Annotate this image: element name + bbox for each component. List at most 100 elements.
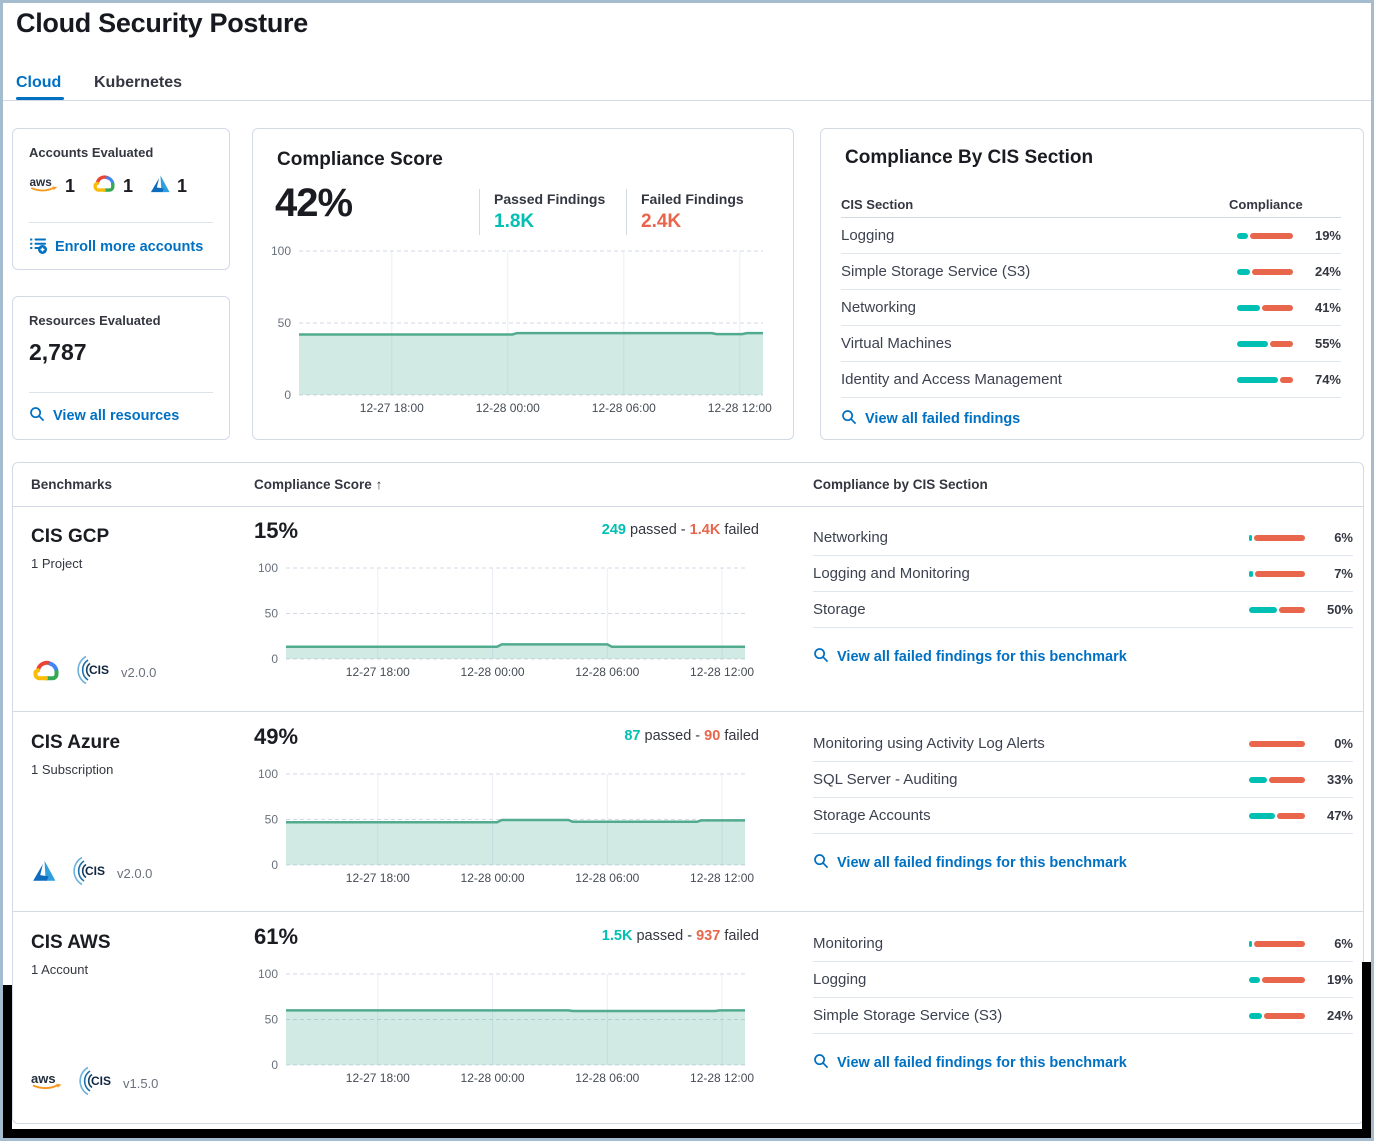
cis-section-label: Monitoring [813, 935, 884, 952]
svg-text:0: 0 [271, 652, 278, 666]
compliance-percent: 74% [1314, 372, 1341, 387]
compliance-bar [1237, 340, 1293, 347]
compliance-score-column-header[interactable]: Compliance Score ↑ [254, 477, 383, 492]
svg-text:50: 50 [265, 1013, 279, 1027]
svg-text:12-28 06:00: 12-28 06:00 [575, 871, 639, 885]
cis-section-label: Identity and Access Management [841, 371, 1062, 388]
svg-text:12-28 12:00: 12-28 12:00 [690, 665, 754, 679]
view-failed-findings-benchmark-link[interactable]: View all failed findings for this benchm… [813, 1053, 1127, 1073]
cis-section-table: CIS Section Compliance Logging 19% Simpl… [841, 191, 1341, 440]
cis-logo-icon: CIS [73, 652, 109, 693]
benchmarks-table-header: Benchmarks Compliance Score ↑ Compliance… [13, 463, 1363, 507]
benchmark-version: v2.0.0 [121, 665, 157, 680]
benchmark-score: 15% [254, 518, 299, 543]
compliance-percent: 19% [1326, 972, 1353, 987]
compliance-bar [1249, 940, 1305, 947]
azure-count: 1 [177, 175, 188, 196]
cis-section-row: Simple Storage Service (S3) 24% [813, 998, 1353, 1034]
failed-findings-label: Failed Findings [641, 191, 744, 207]
compliance-bar [1249, 812, 1305, 819]
svg-text:50: 50 [278, 316, 292, 330]
compliance-bar [1237, 376, 1293, 383]
azure-logo-icon [31, 859, 57, 888]
cis-section-label: Networking [841, 299, 917, 316]
compliance-percent: 7% [1334, 566, 1353, 581]
azure-logo-icon [149, 174, 171, 199]
svg-text:100: 100 [271, 244, 291, 258]
desktop-background-strip-bottom [3, 1129, 1371, 1138]
gcp-account-count: 1 [91, 173, 133, 199]
compliance-bar [1249, 976, 1305, 983]
compliance-bar [1249, 570, 1305, 577]
compliance-bar [1237, 304, 1293, 311]
compliance-percent: 6% [1334, 936, 1353, 951]
cis-section-label: SQL Server - Auditing [813, 771, 958, 788]
aws-logo-icon: aws [29, 174, 59, 199]
svg-text:100: 100 [258, 967, 278, 981]
svg-text:12-28 06:00: 12-28 06:00 [592, 401, 656, 415]
cis-section-row: Networking 41% [841, 290, 1341, 326]
cis-section-row: Networking 6% [813, 520, 1353, 556]
benchmark-subtitle: 1 Subscription [31, 762, 114, 777]
cis-section-label: Logging [841, 227, 895, 244]
svg-text:0: 0 [284, 388, 291, 402]
passed-failed-summary: 87 passed - 90 failed [624, 728, 759, 744]
resources-evaluated-card: Resources Evaluated 2,787 View all resou… [12, 296, 230, 440]
bench-row-cis-azure: CIS Azure 1 Subscription CIS v2.0.0 49% … [13, 711, 1363, 912]
sort-ascending-icon: ↑ [375, 477, 383, 492]
view-failed-findings-benchmark-link[interactable]: View all failed findings for this benchm… [813, 853, 1127, 873]
tab-kubernetes[interactable]: Kubernetes [94, 74, 183, 91]
svg-text:100: 100 [258, 561, 278, 575]
cis-section-label: Storage [813, 601, 866, 618]
cis-section-label: Monitoring using Activity Log Alerts [813, 735, 1045, 752]
benchmark-subtitle: 1 Project [31, 556, 83, 571]
compliance-percent: 24% [1314, 264, 1341, 279]
tab-cloud[interactable]: Cloud [16, 74, 62, 91]
compliance-score-card: Compliance Score 42% Passed Findings 1.8… [252, 128, 794, 440]
compliance-by-cis-section-card: Compliance By CIS Section CIS Section Co… [820, 128, 1364, 440]
cis-section-row: Storage Accounts 47% [813, 798, 1353, 834]
view-all-failed-findings-link[interactable]: View all failed findings [841, 409, 1020, 429]
cis-section-row: Storage 50% [813, 592, 1353, 628]
cis-logo-icon: CIS [69, 853, 105, 894]
magnifier-icon [813, 1053, 829, 1073]
svg-text:CIS: CIS [91, 1074, 111, 1088]
card-divider [29, 222, 213, 223]
svg-text:CIS: CIS [89, 663, 109, 677]
aws-logo-icon: aws [31, 1070, 63, 1097]
compliance-score-title: Compliance Score [277, 149, 443, 170]
svg-text:12-28 00:00: 12-28 00:00 [461, 665, 525, 679]
benchmark-subtitle: 1 Account [31, 962, 89, 977]
passed-failed-summary: 249 passed - 1.4K failed [601, 522, 759, 538]
bench-row-cis-aws: CIS AWS 1 Account aws CIS v1.5.0 61% 1.5… [13, 911, 1363, 1122]
benchmark-cis-sections: Monitoring 6% Logging 19% Simple Storage… [813, 912, 1353, 1080]
view-failed-findings-benchmark-link[interactable]: View all failed findings for this benchm… [813, 647, 1127, 667]
svg-text:0: 0 [271, 1058, 278, 1072]
view-all-failed-findings-label: View all failed findings [865, 411, 1021, 427]
cis-section-row: Simple Storage Service (S3) 24% [841, 254, 1341, 290]
svg-text:12-27 18:00: 12-27 18:00 [346, 665, 410, 679]
cis-section-row: Virtual Machines 55% [841, 326, 1341, 362]
view-all-resources-link[interactable]: View all resources [29, 406, 179, 426]
resources-evaluated-title: Resources Evaluated [29, 313, 161, 328]
benchmark-name: CIS GCP [31, 526, 110, 547]
enroll-more-accounts-link[interactable]: Enroll more accounts [29, 236, 203, 258]
desktop-background-strip-right [1362, 962, 1371, 1138]
cis-section-label: Simple Storage Service (S3) [841, 263, 1031, 280]
benchmark-trend-chart: 12-27 18:00 12-28 00:00 12-28 06:00 12-28 1… [254, 964, 759, 1094]
benchmark-trend-chart: 12-27 18:00 12-28 00:00 12-28 06:00 12-28 1… [254, 558, 759, 688]
benchmarks-table: Benchmarks Compliance Score ↑ Compliance… [12, 462, 1364, 1124]
cis-section-label: Logging and Monitoring [813, 565, 970, 582]
view-failed-findings-benchmark-label: View all failed findings for this benchm… [837, 855, 1127, 871]
gcp-logo-icon [31, 658, 61, 688]
cis-section-row: Monitoring using Activity Log Alerts 0% [813, 726, 1353, 762]
view-failed-findings-benchmark-label: View all failed findings for this benchm… [837, 649, 1127, 665]
svg-text:12-28 06:00: 12-28 06:00 [575, 665, 639, 679]
benchmark-name: CIS AWS [31, 932, 111, 953]
compliance-percent: 33% [1326, 772, 1353, 787]
svg-text:12-28 00:00: 12-28 00:00 [461, 1071, 525, 1085]
compliance-by-cis-section-column-header: Compliance by CIS Section [813, 477, 988, 492]
gcp-count: 1 [123, 175, 134, 196]
benchmark-cis-sections: Networking 6% Logging and Monitoring 7% … [813, 506, 1353, 674]
view-all-resources-label: View all resources [53, 408, 180, 424]
